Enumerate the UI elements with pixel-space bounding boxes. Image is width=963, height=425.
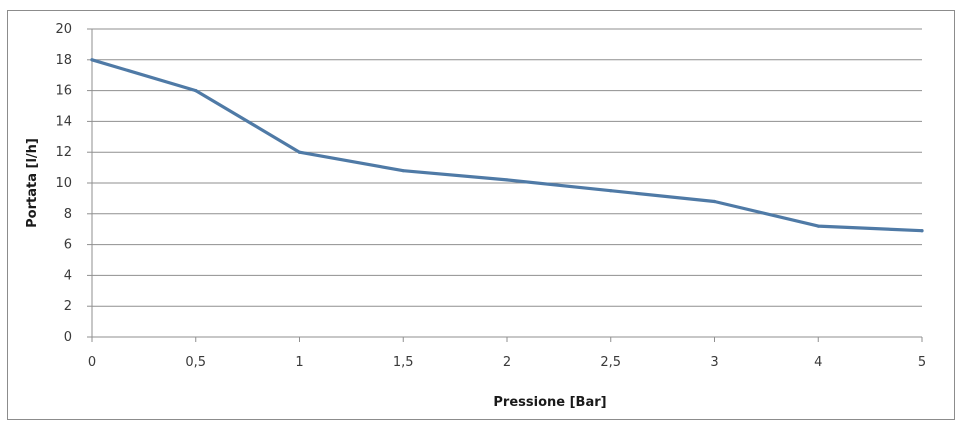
x-tick-label: 1,5: [393, 355, 414, 370]
x-tick-labels: 0 0,5 1 1,5 2 2,5 3 4 5: [88, 355, 926, 370]
y-tick-label: 4: [64, 268, 72, 283]
y-tick-label: 10: [55, 176, 72, 191]
y-tick-label: 12: [55, 145, 72, 160]
x-tick-label: 0: [88, 355, 96, 370]
y-tick-label: 18: [55, 53, 72, 68]
gridlines: [92, 28, 922, 307]
x-tick-label: 5: [918, 355, 926, 370]
y-tick-label: 14: [55, 114, 72, 129]
data-point: [505, 178, 509, 182]
y-tick-label: 20: [55, 22, 72, 37]
x-tick-label: 2,5: [600, 355, 621, 370]
chart-frame: [7, 10, 955, 420]
series-line: [90, 58, 924, 233]
y-tick-label: 2: [64, 299, 72, 314]
x-tick-label: 4: [814, 355, 822, 370]
data-point: [920, 229, 924, 233]
y-axis-title: Portata [l/h]: [25, 138, 40, 228]
axes: [87, 28, 923, 342]
data-point: [401, 169, 405, 173]
y-tick-labels: 0 2 4 6 8 10 12 14 16 18 20: [55, 22, 72, 345]
x-tick-label: 2: [503, 355, 511, 370]
y-tick-label: 8: [64, 207, 72, 222]
x-tick-label: 1: [295, 355, 303, 370]
y-tick-label: 16: [55, 84, 72, 99]
data-point: [816, 224, 820, 228]
y-tick-label: 6: [64, 238, 72, 253]
x-tick-label: 0,5: [185, 355, 206, 370]
x-tick-label: 3: [710, 355, 718, 370]
data-point: [609, 189, 613, 193]
data-point: [712, 199, 717, 204]
data-point: [297, 150, 302, 154]
series-layer: [90, 58, 924, 233]
y-tick-label: 0: [64, 330, 72, 345]
data-point: [194, 89, 198, 93]
data-point: [90, 58, 94, 62]
x-axis-title: Pressione [Bar]: [493, 395, 606, 410]
